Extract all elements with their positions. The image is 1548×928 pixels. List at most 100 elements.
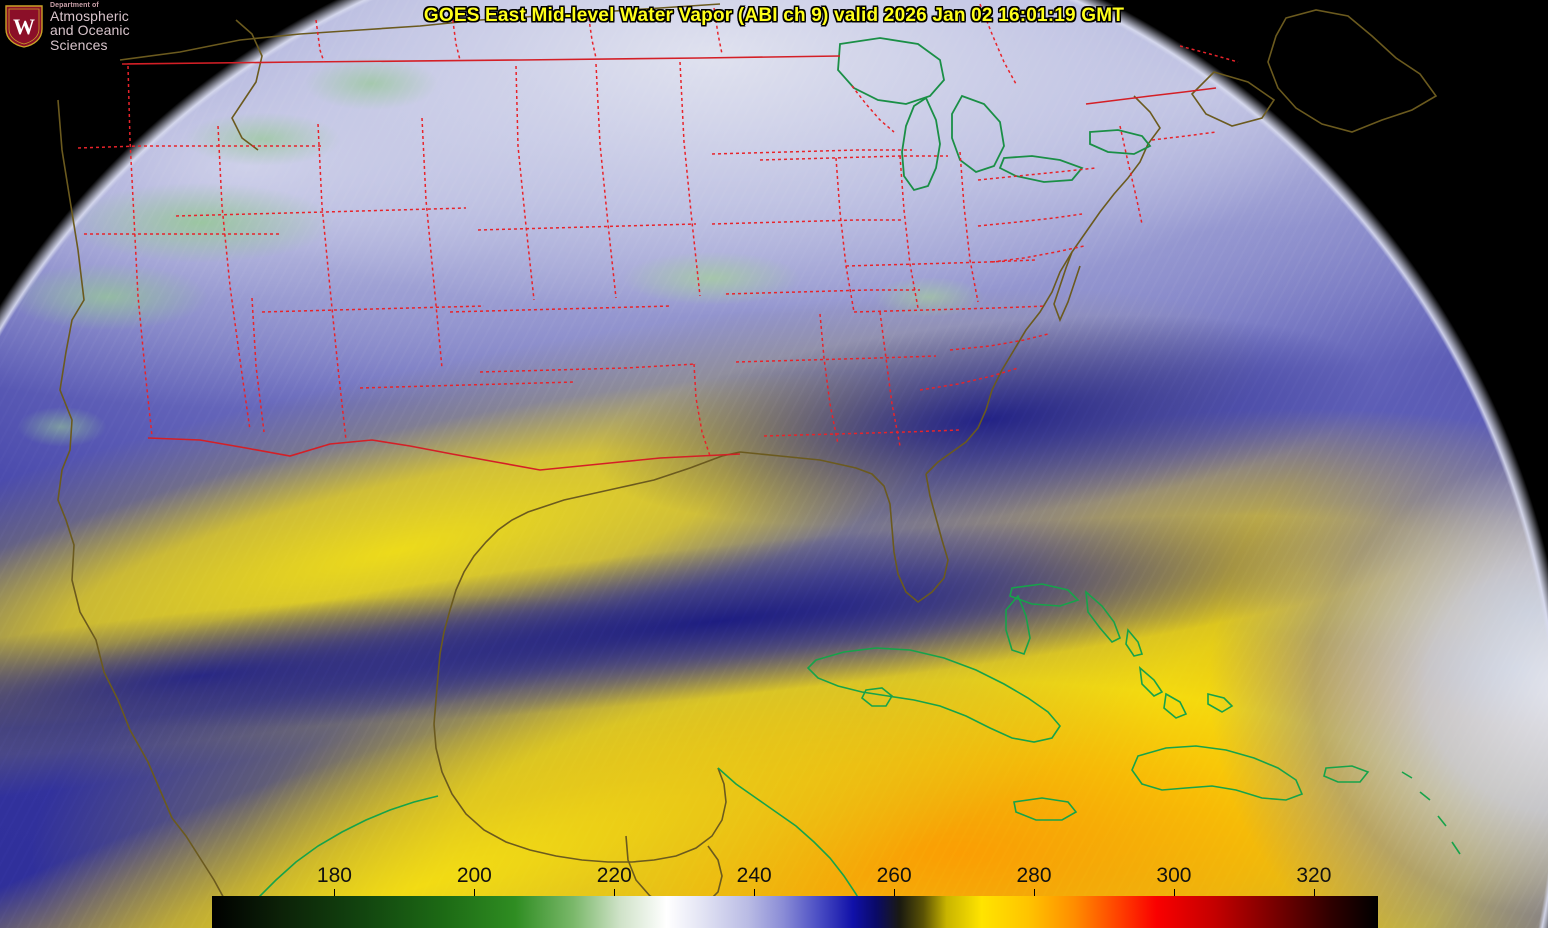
- coastline-bahamas-long: [1138, 666, 1164, 697]
- coastline-puerto-rico: [1323, 765, 1370, 783]
- uw-crest-icon: W: [5, 5, 43, 48]
- state-boundary-ar-la: [725, 289, 920, 295]
- state-boundary-sc-ga: [919, 367, 1019, 391]
- coastline-hudson-bay: [231, 19, 263, 151]
- coastline-bahamas-acklins: [1163, 692, 1188, 719]
- state-boundary-mt-wy: [175, 207, 467, 217]
- coastline-turks: [1207, 692, 1234, 713]
- great-lake-michigan: [901, 96, 941, 192]
- state-boundary-nd-sd: [515, 65, 535, 301]
- state-boundary-nc-sc: [949, 333, 1049, 351]
- state-boundary-ne-ks: [477, 223, 697, 231]
- coastline-pacific: [57, 99, 173, 819]
- coastline-bahamas-cat: [1125, 628, 1144, 657]
- coastline-bahamas-eleuthera: [1085, 590, 1122, 643]
- province-boundary-ab-sk: [451, 13, 461, 61]
- state-boundary-ny-ne: [1119, 125, 1143, 225]
- colorbar-tick: [334, 889, 336, 896]
- state-boundary-in-oh: [899, 155, 919, 309]
- colorbar-tick-label: 180: [316, 864, 352, 887]
- colorbar-tick: [1173, 889, 1175, 896]
- state-boundary-ok-tx: [479, 363, 697, 373]
- state-boundary-wy-co: [261, 305, 485, 313]
- colorbar-tick-label: 320: [1296, 864, 1332, 887]
- state-boundary-ms-al: [763, 429, 961, 437]
- province-boundary-on-qc: [979, 3, 1017, 85]
- state-boundary-ne-states: [1151, 131, 1217, 141]
- coastline-bahamas-andros: [1005, 594, 1031, 656]
- province-boundary-bc-ab: [315, 19, 325, 63]
- coastline-maritimes: [1267, 9, 1438, 133]
- logo-department-label: Department of: [50, 1, 99, 9]
- state-boundary-id-nv: [127, 65, 153, 437]
- coastline-carolinas: [925, 349, 1015, 475]
- coastline-hispaniola: [1131, 745, 1304, 801]
- state-boundary-ia-mo: [711, 149, 912, 155]
- coastline-isla-juventud: [860, 687, 894, 707]
- coastline-cuba: [806, 647, 1062, 743]
- border-us-canada: [121, 55, 841, 65]
- uw-aos-logo: W Department of Atmospheric and Oceanic …: [0, 0, 170, 52]
- coastline-canada-north: [119, 3, 721, 61]
- state-boundary-la-ms: [735, 355, 937, 363]
- colorbar: 180 200 220 240 260 280 300 320: [212, 864, 1378, 928]
- coastline-gulf: [433, 451, 761, 725]
- colorbar-tick-label: 220: [596, 864, 632, 887]
- logo-line-two: and Oceanic Sciences: [50, 22, 130, 53]
- coastline-nova-scotia: [1190, 71, 1276, 127]
- colorbar-tick: [754, 889, 756, 896]
- state-boundary-tn-nc: [853, 305, 1047, 313]
- state-boundary-mn-ia: [679, 61, 701, 297]
- colorbar-tick: [1313, 889, 1315, 896]
- state-boundary-ga-fl: [879, 311, 901, 447]
- colorbar-tick: [614, 889, 616, 896]
- colorbar-gradient: [212, 896, 1378, 928]
- state-boundary-sd-ne: [595, 63, 617, 299]
- colorbar-tick-label: 300: [1156, 864, 1192, 887]
- state-boundary-co-ks: [421, 117, 443, 369]
- state-boundary-nm-tx: [359, 381, 575, 389]
- colorbar-tick-label: 260: [876, 864, 912, 887]
- colorbar-tick: [474, 889, 476, 896]
- state-boundary-nv-ut: [217, 125, 251, 431]
- svg-text:W: W: [13, 14, 35, 39]
- province-boundary-qc-nb: [1179, 45, 1239, 63]
- state-boundary-il-in: [835, 157, 855, 313]
- colorbar-tick-label: 280: [1016, 864, 1052, 887]
- great-lake-ontario: [1089, 129, 1152, 155]
- logo-text-block: Department of Atmospheric and Oceanic Sc…: [50, 0, 170, 53]
- colorbar-tick: [894, 889, 896, 896]
- great-lake-erie: [998, 155, 1084, 183]
- coastline-lesser-antilles: [1401, 771, 1461, 855]
- coastline-mexico-west: [237, 795, 439, 923]
- great-lake-superior: [837, 37, 945, 105]
- state-boundary-wa-or: [77, 145, 322, 149]
- state-boundary-ks-ok: [449, 305, 671, 313]
- province-boundary-mb-on: [713, 7, 723, 55]
- province-boundary-sk-mb: [587, 11, 597, 59]
- logo-line-one: Atmospheric: [50, 7, 129, 24]
- colorbar-tick-label: 200: [456, 864, 492, 887]
- great-lake-huron: [951, 94, 1005, 174]
- state-boundary-wi-il: [759, 155, 948, 161]
- border-us-canada-east: [1085, 87, 1217, 105]
- state-boundary-ut-co: [317, 123, 347, 441]
- border-us-mexico: [147, 437, 741, 471]
- state-boundary-az-nm: [251, 297, 265, 433]
- coastline-northeast: [1013, 95, 1161, 351]
- state-boundary-pa-md: [977, 213, 1083, 227]
- colorbar-tick-label: 240: [736, 864, 772, 887]
- colorbar-tick: [1034, 889, 1036, 896]
- state-boundary-ky-tn: [845, 259, 1037, 267]
- coastline-florida: [759, 453, 949, 604]
- coastline-bahamas-grand: [1009, 583, 1080, 607]
- state-boundary-oh-pa: [959, 151, 979, 303]
- state-boundary-pa-ny: [977, 167, 1097, 181]
- state-boundary-mi-up: [851, 85, 895, 133]
- coastline-chesapeake: [1053, 251, 1081, 323]
- coastline-jamaica: [1013, 797, 1078, 821]
